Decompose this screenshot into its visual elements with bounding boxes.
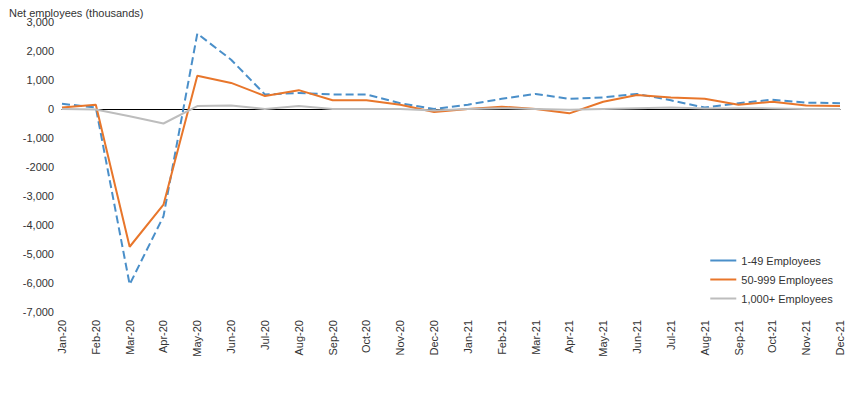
svg-text:May-21: May-21: [597, 320, 609, 357]
svg-text:Oct-21: Oct-21: [766, 320, 778, 353]
svg-text:Jun-21: Jun-21: [631, 320, 643, 354]
svg-text:Jan-21: Jan-21: [462, 320, 474, 354]
svg-text:3,000: 3,000: [26, 16, 54, 28]
svg-text:Dec-21: Dec-21: [834, 320, 846, 355]
svg-text:Dec-20: Dec-20: [428, 320, 440, 355]
svg-text:-6,000: -6,000: [23, 277, 54, 289]
svg-text:Oct-20: Oct-20: [360, 320, 372, 353]
svg-text:Aug-20: Aug-20: [293, 320, 305, 355]
svg-text:1-49 Employees: 1-49 Employees: [741, 255, 821, 267]
svg-text:1,000+ Employees: 1,000+ Employees: [741, 293, 833, 305]
svg-text:May-20: May-20: [191, 320, 203, 357]
svg-text:Net employees (thousands): Net employees (thousands): [9, 7, 144, 19]
svg-text:Apr-20: Apr-20: [157, 320, 169, 353]
svg-text:Jul-20: Jul-20: [259, 320, 271, 350]
svg-text:Feb-20: Feb-20: [90, 320, 102, 355]
svg-text:2,000: 2,000: [26, 45, 54, 57]
svg-text:Nov-20: Nov-20: [394, 320, 406, 355]
svg-text:Aug-21: Aug-21: [699, 320, 711, 355]
svg-text:Sep-21: Sep-21: [733, 320, 745, 355]
svg-text:-4,000: -4,000: [23, 219, 54, 231]
svg-text:-7,000: -7,000: [23, 306, 54, 318]
svg-text:Jul-21: Jul-21: [665, 320, 677, 350]
svg-text:-5,000: -5,000: [23, 248, 54, 260]
svg-text:Mar-20: Mar-20: [124, 320, 136, 355]
svg-text:-3,000: -3,000: [23, 190, 54, 202]
svg-text:Jun-20: Jun-20: [225, 320, 237, 354]
svg-text:-2000: -2000: [26, 161, 54, 173]
svg-text:Apr-21: Apr-21: [563, 320, 575, 353]
svg-text:Jan-20: Jan-20: [56, 320, 68, 354]
svg-text:Feb-21: Feb-21: [496, 320, 508, 355]
svg-text:Mar-21: Mar-21: [530, 320, 542, 355]
svg-text:50-999 Employees: 50-999 Employees: [741, 274, 833, 286]
svg-text:0: 0: [48, 103, 54, 115]
svg-text:Sep-20: Sep-20: [327, 320, 339, 355]
svg-text:Nov-21: Nov-21: [800, 320, 812, 355]
svg-text:-1,000: -1,000: [23, 132, 54, 144]
svg-text:1,000: 1,000: [26, 74, 54, 86]
